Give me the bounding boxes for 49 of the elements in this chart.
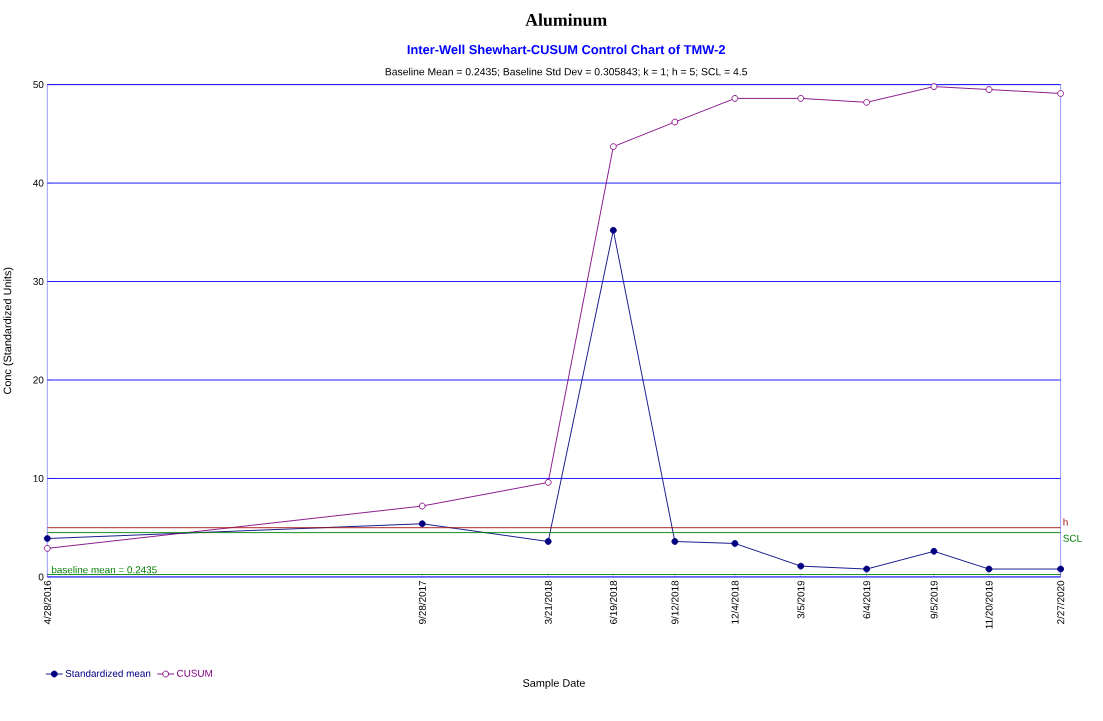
point: [1057, 565, 1065, 573]
legend-label: CUSUM: [177, 669, 212, 677]
point: [731, 540, 739, 548]
x-tick-label: 6/19/2018: [609, 581, 617, 625]
ref-line-label: SCL: [1063, 534, 1082, 542]
point: [544, 538, 552, 546]
point: [930, 548, 938, 555]
y-axis-title: Conc (Standardized Units): [3, 267, 14, 395]
ref-line-label: h: [1063, 518, 1068, 526]
y-tick-label: 50: [33, 81, 44, 89]
point: [731, 95, 739, 102]
x-axis-title: Sample Date: [523, 679, 585, 690]
x-tick-label: 9/5/2019: [930, 581, 938, 619]
y-tick-label: 20: [33, 376, 44, 384]
point: [985, 86, 993, 94]
y-tick-label: 0: [38, 573, 44, 581]
x-tick-label: 3/5/2019: [797, 581, 805, 619]
point: [863, 565, 871, 573]
point: [609, 143, 617, 151]
point: [671, 538, 679, 546]
text: Baseline Mean = 0.2435; Baseline Std Dev = 0.305843; k = 1; h = 5; SCL = 4.5: [385, 67, 748, 77]
chart-title: Aluminum: [525, 13, 607, 27]
point: [609, 227, 617, 234]
point: [43, 545, 51, 552]
point: [797, 95, 805, 102]
point: [930, 83, 938, 91]
x-tick-label: 6/4/2019: [863, 581, 871, 619]
point: [1057, 90, 1065, 98]
point: [418, 520, 426, 528]
y-tick-label: 10: [33, 475, 44, 483]
x-tick-label: 4/28/2016: [43, 581, 51, 625]
point: [797, 562, 805, 570]
point: [671, 118, 679, 126]
point: [43, 535, 51, 543]
x-tick-label: 2/27/2020: [1057, 580, 1065, 625]
chart-subtitle: Inter-Well Shewhart-CUSUM Control Chart of TMW-2: [407, 44, 726, 55]
legend-label: Standardized mean: [65, 669, 151, 678]
x-tick-label: 12/4/2018: [731, 581, 739, 624]
x-tick-label: 9/28/2017: [418, 581, 426, 625]
point: [544, 479, 552, 486]
x-tick-label: 11/20/2019: [985, 581, 993, 629]
x-tick-label: 3/21/2018: [544, 581, 552, 625]
point: [863, 99, 871, 106]
ref-line-label: baseline mean = 0.2435: [52, 566, 157, 574]
y-tick-label: 30: [33, 278, 44, 286]
y-tick-label: 40: [33, 179, 44, 187]
point: [418, 502, 426, 510]
x-tick-label: 9/12/2018: [671, 581, 679, 625]
point: [985, 565, 993, 573]
